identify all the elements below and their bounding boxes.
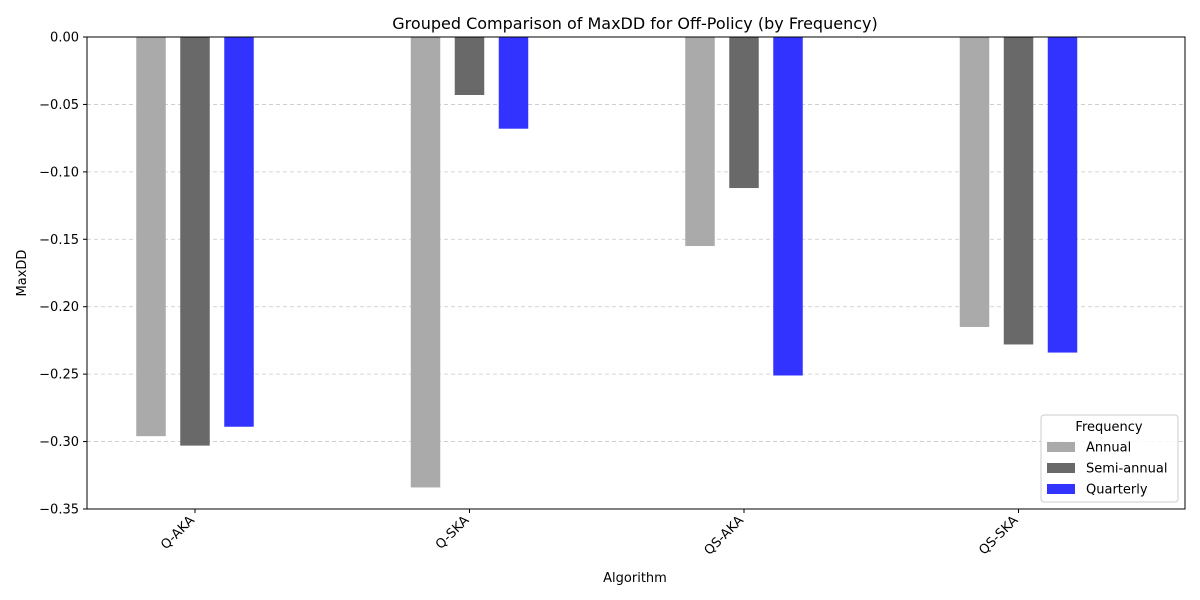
legend-label: Annual (1086, 441, 1131, 456)
y-tick-label: −0.30 (39, 435, 79, 450)
y-tick-label: −0.25 (39, 368, 79, 383)
x-tick-label: Q-SKA (433, 513, 472, 552)
y-axis-label: MaxDD (15, 250, 30, 297)
bar-semi-annual-q-ska (454, 37, 485, 95)
bar-annual-qs-aka (685, 37, 715, 247)
legend-swatch-quarterly (1047, 484, 1075, 494)
plot-frame (86, 36, 1186, 510)
legend-swatch-annual (1047, 442, 1075, 452)
bar-semi-annual-qs-ska (1003, 37, 1034, 345)
bar-semi-annual-qs-aka (729, 37, 759, 189)
bar-quarterly-qs-ska (1047, 37, 1078, 353)
x-axis: Q-AKA Q-SKA QS-AKA QS-SKA (158, 509, 1021, 558)
y-tick-label: −0.35 (39, 503, 79, 518)
legend: Frequency Annual Semi-annual Quarterly (1040, 414, 1179, 503)
bar-quarterly-q-ska (498, 37, 529, 129)
legend-label: Semi-annual (1086, 462, 1167, 477)
bar-quarterly-q-aka (224, 37, 254, 427)
x-tick-label: QS-SKA (976, 513, 1021, 558)
bar-annual-qs-ska (959, 37, 990, 327)
y-tick-label: −0.05 (39, 98, 79, 113)
grid-layer (87, 104, 1185, 442)
bar-annual-q-ska (410, 37, 441, 488)
bars-layer (136, 37, 1078, 488)
x-axis-label: Algorithm (603, 571, 667, 586)
x-tick-label: QS-AKA (702, 513, 747, 558)
legend-title: Frequency (1075, 420, 1142, 435)
bar-semi-annual-q-aka (180, 37, 210, 446)
legend-items: Annual Semi-annual Quarterly (1047, 441, 1167, 498)
y-tick-label: 0.00 (50, 31, 79, 46)
legend-label: Quarterly (1086, 483, 1148, 498)
bar-annual-q-aka (136, 37, 166, 437)
y-tick-label: −0.15 (39, 233, 79, 248)
y-tick-label: −0.10 (39, 165, 79, 180)
chart-title: Grouped Comparison of MaxDD for Off-Poli… (392, 14, 877, 33)
y-tick-label: −0.20 (39, 300, 79, 315)
legend-box (1040, 414, 1179, 503)
y-axis: 0.00 −0.05 −0.10 −0.15 −0.20 −0.25 −0.30 −0.35 (39, 31, 87, 518)
legend-swatch-semi-annual (1047, 463, 1075, 473)
x-tick-label: Q-AKA (158, 513, 198, 553)
bar-quarterly-qs-aka (773, 37, 803, 376)
